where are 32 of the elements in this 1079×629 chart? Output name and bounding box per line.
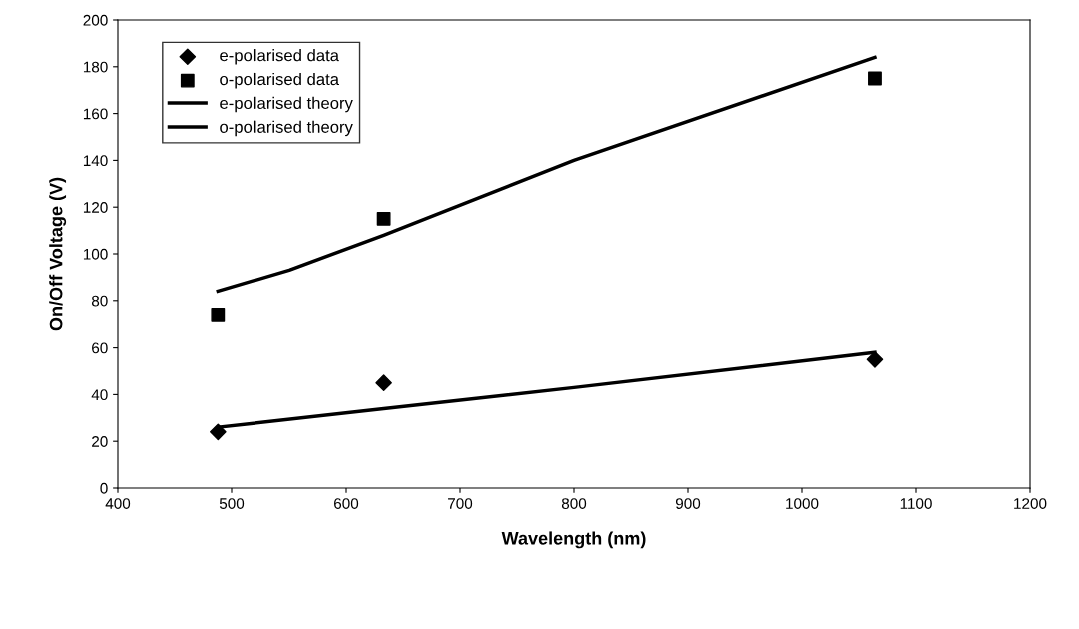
legend-label: o-polarised theory xyxy=(220,120,353,137)
legend-label: o-polarised data xyxy=(220,72,339,89)
point xyxy=(375,374,392,392)
legend-label: e-polarised data xyxy=(220,49,339,65)
y-tick-label: 140 xyxy=(83,155,108,167)
x-tick-label: 400 xyxy=(105,498,131,509)
y-tick-label: 20 xyxy=(92,436,108,447)
y-tick-label: 0 xyxy=(100,482,108,494)
x-tick-label: 1000 xyxy=(786,498,819,509)
x-tick-label: 600 xyxy=(334,498,359,509)
y-axis-title: On/Off Voltage (V) xyxy=(49,177,67,331)
x-tick-label: 1100 xyxy=(900,498,932,509)
point xyxy=(211,307,226,322)
y-tick-label: 80 xyxy=(91,295,108,307)
x-tick-label: 700 xyxy=(448,498,473,509)
y-tick-label: 120 xyxy=(83,202,108,213)
x-tick-label: 900 xyxy=(675,498,701,509)
legend-label: e-polarised theory xyxy=(220,96,353,113)
point xyxy=(376,211,391,226)
x-axis-title: Wavelength (nm) xyxy=(501,531,646,549)
y-tick-label: 200 xyxy=(83,14,108,26)
y-tick-label: 100 xyxy=(83,248,108,260)
x-tick-label: 1200 xyxy=(1014,498,1047,509)
point xyxy=(866,350,884,368)
y-tick-label: 40 xyxy=(91,389,108,401)
point xyxy=(210,423,227,441)
x-tick-label: 800 xyxy=(561,498,587,509)
y-tick-label: 180 xyxy=(83,61,108,73)
point xyxy=(868,71,882,86)
y-tick-label: 160 xyxy=(83,108,108,120)
y-tick-label: 60 xyxy=(92,342,108,354)
x-tick-label: 500 xyxy=(219,498,245,509)
